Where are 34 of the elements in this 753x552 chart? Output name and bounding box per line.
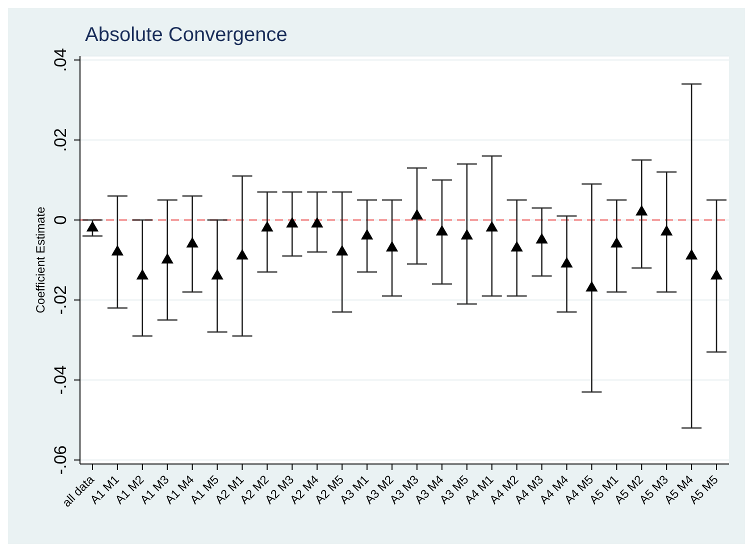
y-tick-label: 0 [51,215,70,225]
point [111,244,124,256]
point [236,248,248,260]
point [360,228,374,240]
point [336,244,348,256]
point [261,220,274,232]
y-tick-label: .04 [51,48,70,72]
point [685,248,698,260]
point [436,224,448,236]
y-tick-label: .02 [51,128,70,152]
point [586,280,598,292]
point [386,240,398,252]
point [311,216,324,228]
point [161,252,174,264]
y-tick-label: -.02 [51,285,70,315]
point [286,216,298,228]
point [636,204,648,216]
y-tick-label: -.04 [51,365,70,395]
point [510,240,523,252]
point [560,256,573,268]
point [136,268,148,280]
chart-title: Absolute Convergence [85,24,288,47]
point [486,220,498,232]
point [186,236,198,248]
point [660,224,673,236]
y-tick-label: -.06 [51,445,70,475]
point [536,232,548,244]
point [86,220,99,232]
point [460,228,473,240]
point [211,268,224,280]
y-axis-title: Coefficient Estimate [33,206,48,314]
point [710,268,723,280]
point [610,236,623,248]
point [410,208,424,220]
